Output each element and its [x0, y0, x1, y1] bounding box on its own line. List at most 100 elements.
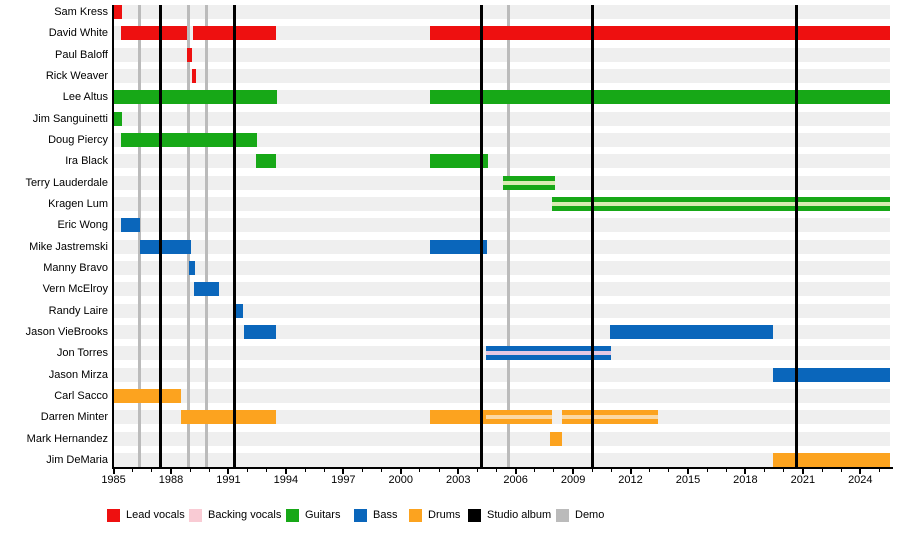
timeline-bar: [192, 68, 196, 83]
axis-minor-tick: [534, 469, 536, 472]
timeline-bar: [113, 111, 123, 126]
axis-major-tick: [112, 469, 115, 474]
timeline-bar: [562, 410, 659, 425]
timeline-bar: [552, 196, 890, 211]
row-band: [113, 111, 890, 126]
demo-line: [204, 5, 208, 468]
studio-album-line: [480, 5, 484, 468]
member-label: Jim Sanguinetti: [32, 112, 108, 125]
axis-tick-label: 1985: [101, 474, 126, 486]
axis-minor-tick: [610, 469, 612, 472]
axis-tick-label: 1994: [273, 474, 299, 486]
x-axis-line: [112, 467, 893, 469]
axis-minor-tick: [189, 469, 191, 472]
axis-minor-tick: [438, 469, 440, 472]
row-band: [113, 175, 890, 190]
member-label: Carl Sacco: [54, 389, 108, 402]
member-label: Ira Black: [65, 155, 108, 168]
member-label: Doug Piercy: [48, 133, 108, 146]
member-label: Jon Torres: [56, 347, 108, 360]
row-band: [113, 324, 890, 339]
axis-minor-tick: [878, 469, 880, 472]
member-label: Mark Hernandez: [26, 432, 108, 445]
member-label: Sam Kress: [54, 6, 108, 18]
legend-label: Backing vocals: [208, 509, 282, 521]
row-band: [113, 452, 890, 467]
axis-major-tick: [342, 469, 345, 474]
axis-minor-tick: [649, 469, 651, 472]
timeline-bar: [550, 431, 562, 446]
axis-minor-tick: [381, 469, 383, 472]
member-label: Jason Mirza: [48, 368, 108, 381]
axis-tick-label: 2012: [618, 474, 643, 486]
axis-minor-tick: [266, 469, 268, 472]
member-label: Kragen Lum: [48, 197, 108, 210]
row-band: [113, 218, 890, 233]
axis-major-tick: [686, 469, 689, 474]
timeline-bar: [121, 218, 141, 233]
row-band: [113, 282, 890, 297]
timeline-bar: [189, 260, 196, 275]
axis-minor-tick: [783, 469, 785, 472]
row-band: [113, 132, 890, 147]
axis-minor-tick: [668, 469, 670, 472]
member-label: Paul Baloff: [54, 48, 108, 61]
member-label: Jim DeMaria: [46, 453, 108, 466]
timeline-bar: [187, 47, 193, 62]
studio-album-line: [590, 5, 594, 468]
axis-tick-label: 2015: [675, 474, 701, 486]
axis-major-tick: [457, 469, 460, 474]
timeline-bar: [503, 175, 555, 190]
legend-label: Guitars: [305, 509, 341, 521]
member-label: Darren Minter: [40, 411, 108, 424]
axis-tick-label: 2003: [445, 474, 471, 486]
axis-minor-tick: [304, 469, 306, 472]
row-band: [113, 68, 890, 83]
row-band: [113, 260, 890, 275]
axis-major-tick: [572, 469, 575, 474]
legend-label: Studio album: [487, 509, 552, 521]
member-label: Terry Lauderdale: [25, 176, 108, 189]
demo-line: [137, 5, 141, 468]
axis-minor-tick: [476, 469, 478, 472]
axis-tick-label: 1988: [158, 474, 184, 486]
row-band: [113, 154, 890, 169]
axis-minor-tick: [591, 469, 593, 472]
axis-tick-label: 2009: [560, 474, 586, 486]
member-label: David White: [48, 27, 108, 40]
member-label: Randy Laire: [48, 304, 108, 317]
axis-major-tick: [629, 469, 632, 474]
timeline-bar: [430, 26, 890, 41]
timeline-bar: [772, 367, 890, 382]
row-band: [113, 5, 890, 19]
axis-major-tick: [399, 469, 402, 474]
legend-swatch-guitars: [286, 509, 299, 522]
axis-major-tick: [227, 469, 230, 474]
axis-minor-tick: [840, 469, 842, 472]
axis-minor-tick: [496, 469, 498, 472]
axis-major-tick: [859, 469, 862, 474]
member-label: Vern McElroy: [42, 283, 108, 296]
axis-major-tick: [744, 469, 747, 474]
axis-minor-tick: [361, 469, 363, 472]
backing-vocals-stripe: [485, 415, 552, 420]
legend-label: Bass: [373, 509, 398, 521]
timeline-bar: [610, 324, 773, 339]
backing-vocals-stripe: [485, 351, 612, 356]
row-band: [113, 388, 890, 403]
axis-minor-tick: [821, 469, 823, 472]
legend-swatch-demo: [556, 509, 569, 522]
axis-minor-tick: [132, 469, 134, 472]
legend-label: Demo: [575, 509, 605, 521]
axis-minor-tick: [151, 469, 153, 472]
member-label: Jason VieBrooks: [25, 325, 108, 338]
row-band: [113, 431, 890, 446]
timeline-bar: [234, 303, 244, 318]
legend-swatch-studio-album: [468, 509, 481, 522]
timeline-bar: [180, 410, 276, 425]
row-band: [113, 367, 890, 382]
timeline-bar: [430, 154, 488, 169]
studio-album-line: [233, 5, 237, 468]
member-label: Rick Weaver: [45, 69, 108, 82]
